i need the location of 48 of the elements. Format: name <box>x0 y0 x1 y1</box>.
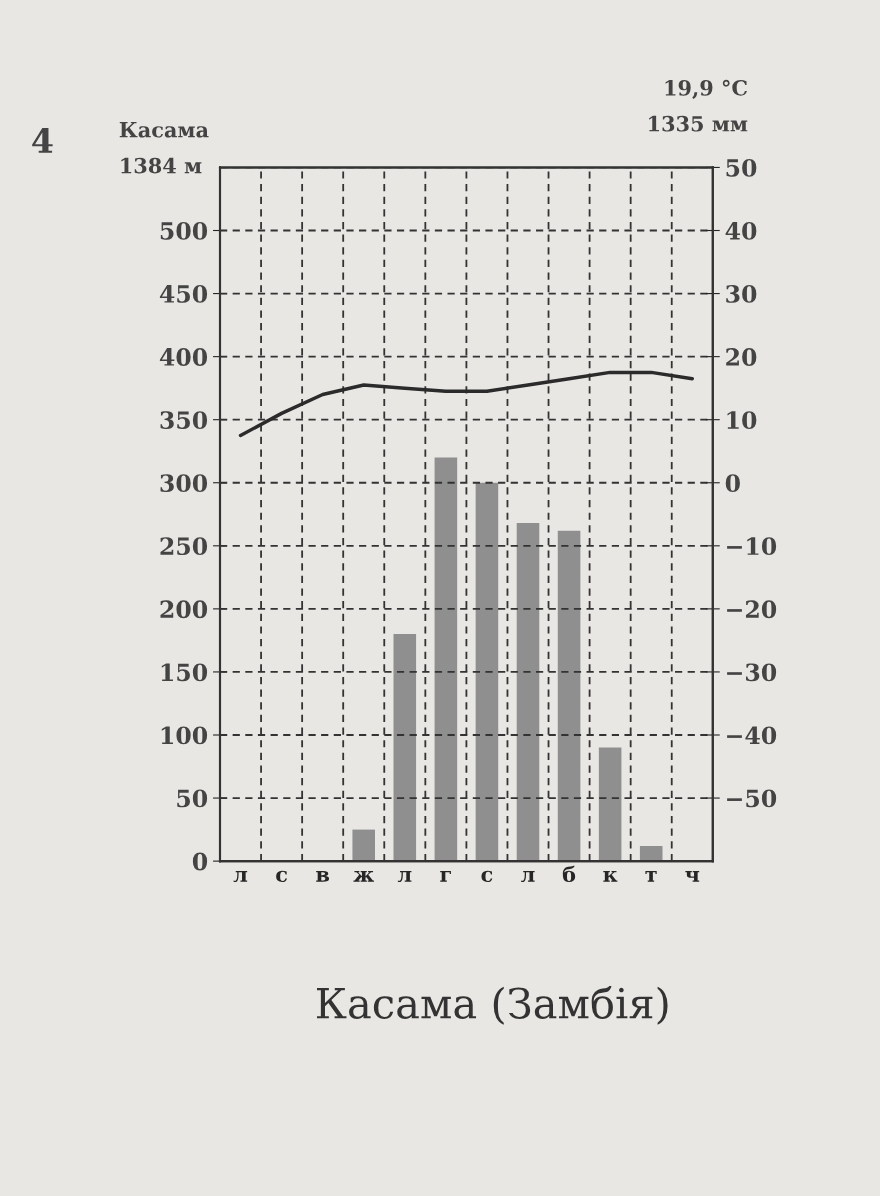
x-tick-label: л <box>397 871 412 883</box>
y2-tick-label: 30 <box>726 285 757 303</box>
y2-tick-label: 0 <box>725 474 740 493</box>
text: Касама <box>119 122 209 138</box>
x-tick-label: ч <box>685 871 700 882</box>
x-tick-label: с <box>481 870 493 883</box>
x-tick-label: с <box>276 870 288 883</box>
x-tick-label: л <box>233 871 248 883</box>
y2-tick-label: −30 <box>727 663 777 682</box>
text: Касама (Замбія) <box>317 986 668 1025</box>
y2-tick-label: 40 <box>725 221 757 240</box>
y-tick-label: 0 <box>192 852 208 871</box>
x-tick-label: г <box>440 871 451 882</box>
y-tick-label: 450 <box>159 285 208 303</box>
x-tick-label: т <box>645 871 657 882</box>
y-tick-label: 500 <box>160 221 208 240</box>
y-tick-label: 350 <box>160 411 208 429</box>
x-tick-label: ж <box>353 871 374 882</box>
y2-tick-label: −40 <box>727 726 777 745</box>
bar <box>434 457 458 862</box>
x-tick-label: в <box>316 871 330 882</box>
x-tick-label: л <box>521 871 535 883</box>
y-tick-label: 250 <box>160 537 208 556</box>
y-tick-label: 150 <box>161 663 208 682</box>
bar <box>393 634 417 862</box>
bar <box>557 530 581 862</box>
text: 1335 мм <box>649 115 748 132</box>
text: 19,9 °C <box>665 79 747 99</box>
bar <box>475 482 499 862</box>
y-tick-label: 50 <box>177 789 208 808</box>
y2-tick-label: −50 <box>727 789 777 808</box>
bar <box>598 747 622 862</box>
y-tick-label: 200 <box>160 600 208 619</box>
y-tick-label: 300 <box>160 474 208 493</box>
bar <box>639 845 663 862</box>
y2-tick-label: 10 <box>727 411 757 429</box>
text: 1384 м <box>121 157 202 174</box>
y2-tick-label: −10 <box>727 537 777 556</box>
y2-tick-label: 50 <box>726 158 757 177</box>
bar <box>516 523 540 862</box>
bar <box>352 829 376 862</box>
text: 4 <box>32 127 53 153</box>
x-tick-label: к <box>603 871 618 882</box>
y2-tick-label: −20 <box>727 600 777 619</box>
y-tick-label: 400 <box>159 348 208 366</box>
y2-tick-label: 20 <box>726 348 757 366</box>
x-tick-label: б <box>562 865 576 883</box>
y-tick-label: 100 <box>161 726 208 745</box>
